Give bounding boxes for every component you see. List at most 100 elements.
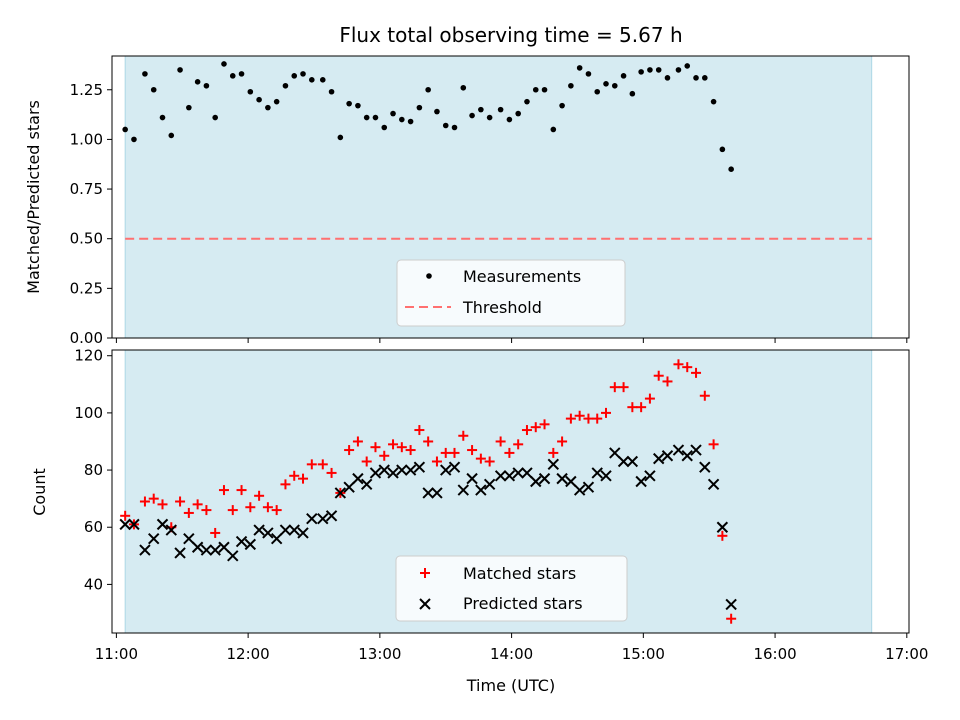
- predicted-star-point: [270, 532, 283, 545]
- predicted-star-point: [448, 461, 461, 473]
- top-y-tick-label: 0.25: [70, 279, 103, 297]
- predicted-star-point: [334, 487, 347, 499]
- predicted-star-point: [652, 452, 665, 465]
- measurement-point: [212, 114, 218, 121]
- measurement-point: [506, 116, 513, 123]
- predicted-star-point: [422, 487, 434, 499]
- measurement-point: [638, 69, 644, 75]
- legend-predicted-marker: [419, 598, 431, 610]
- predicted-star-point: [396, 464, 408, 476]
- predicted-star-point: [573, 484, 586, 496]
- x-tick-label: 15:00: [622, 645, 665, 663]
- measurement-point: [460, 84, 467, 91]
- top-legend-box: [396, 259, 626, 327]
- matched-star-point: [565, 413, 576, 424]
- x-tick-label: 13:00: [358, 645, 401, 663]
- matched-star-point: [548, 447, 559, 458]
- matched-star-point: [396, 442, 407, 453]
- measurement-point: [372, 114, 379, 121]
- matched-star-point: [708, 439, 719, 450]
- measurement-point: [337, 134, 344, 141]
- measurement-point: [291, 73, 298, 79]
- matched-star-point: [636, 402, 647, 413]
- measurement-point: [390, 110, 396, 117]
- matched-star-point: [583, 413, 594, 424]
- x-tick-label: 12:00: [227, 645, 270, 663]
- measurement-point: [611, 82, 618, 89]
- predicted-star-point: [404, 464, 417, 476]
- predicted-star-point: [556, 472, 568, 485]
- matched-star-point: [289, 470, 300, 481]
- predicted-star-point: [183, 532, 195, 545]
- matched-star-point: [317, 459, 328, 470]
- predicted-star-point: [352, 472, 364, 485]
- bottom-y-tick-label: 120: [74, 347, 103, 365]
- matched-star-point: [440, 447, 451, 458]
- top-y-tick-label: 1.00: [70, 130, 103, 148]
- matched-star-point: [352, 436, 363, 447]
- predicted-star-point: [681, 450, 693, 462]
- measurement-point: [568, 82, 574, 89]
- measurement-point: [399, 116, 405, 123]
- bottom-axes-frame: [111, 349, 910, 634]
- measurement-point: [524, 98, 530, 105]
- predicted-star-point: [297, 527, 309, 539]
- predicted-star-point: [253, 524, 265, 536]
- measurement-point: [203, 82, 210, 89]
- predicted-star-point: [156, 518, 169, 531]
- measurement-point: [150, 86, 157, 93]
- measurement-point: [328, 88, 335, 95]
- matched-star-point: [271, 505, 282, 516]
- predicted-star-point: [466, 472, 478, 485]
- measurement-point: [308, 77, 315, 83]
- measurement-point: [416, 104, 423, 111]
- predicted-star-point: [244, 538, 257, 551]
- legend-measurements-marker: [426, 273, 432, 279]
- matched-star-point: [627, 402, 638, 413]
- matched-star-point: [210, 527, 221, 538]
- predicted-star-point: [165, 524, 177, 536]
- predicted-star-point: [343, 481, 355, 493]
- bottom-y-tick-label: 60: [84, 518, 103, 536]
- measurement-point: [355, 102, 361, 109]
- legend-matched-marker: [420, 568, 430, 578]
- predicted-star-point: [609, 447, 621, 459]
- measurement-point: [486, 114, 493, 121]
- top-points: [122, 61, 734, 172]
- measurement-point: [273, 98, 280, 105]
- matched-star-point: [254, 490, 265, 501]
- bottom-y-axis-label: Count: [30, 468, 49, 516]
- matched-star-point: [414, 425, 425, 436]
- matched-star-point: [521, 425, 532, 436]
- measurement-point: [186, 104, 192, 111]
- predicted-star-point: [457, 484, 470, 496]
- measurement-point: [122, 126, 128, 133]
- measurement-point: [469, 112, 475, 119]
- measurement-point: [550, 126, 557, 133]
- matched-star-point: [691, 367, 702, 378]
- measurement-point: [603, 81, 609, 87]
- measurement-point: [684, 63, 691, 69]
- matched-star-point: [388, 439, 399, 450]
- matched-star-point: [120, 510, 131, 521]
- matched-star-point: [405, 445, 416, 456]
- predicted-star-point: [139, 544, 151, 556]
- measurement-point: [381, 124, 388, 131]
- top-y-tick-label: 0.50: [70, 230, 103, 248]
- matched-star-point: [530, 422, 541, 433]
- top-y-tick-label: 0.00: [70, 329, 103, 347]
- matched-star-point: [423, 436, 434, 447]
- bottom-x-ticks: 11:00 12:00 13:00 14:00 15:00 16:00 17:00: [95, 633, 928, 663]
- matched-star-point: [175, 496, 186, 507]
- matched-star-point: [504, 447, 515, 458]
- predicted-star-point: [521, 467, 533, 479]
- measurement-point: [585, 71, 592, 77]
- matched-star-point: [539, 419, 550, 430]
- measurement-point: [647, 67, 653, 73]
- predicted-star-point: [440, 464, 452, 476]
- measurement-point: [282, 82, 289, 89]
- matched-star-point: [609, 382, 620, 393]
- predicted-star-point: [378, 464, 390, 476]
- measurement-point: [434, 108, 440, 115]
